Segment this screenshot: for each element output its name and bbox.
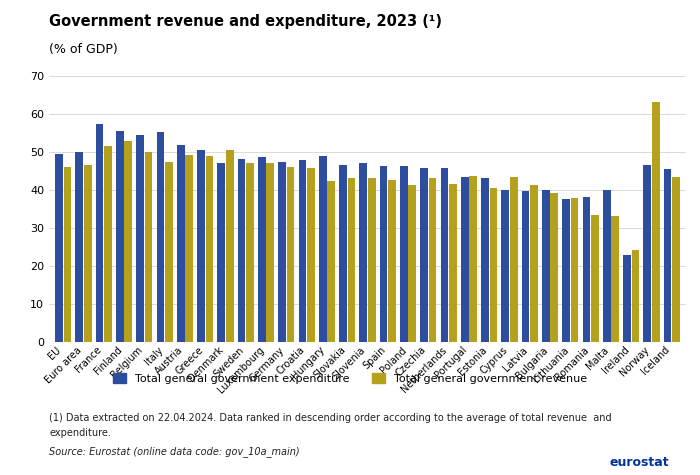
Bar: [550, 193, 558, 342]
Bar: [104, 146, 112, 342]
Bar: [420, 168, 428, 342]
Bar: [380, 166, 388, 342]
Bar: [623, 256, 631, 342]
Bar: [340, 165, 347, 342]
Bar: [218, 163, 225, 342]
Bar: [501, 190, 509, 342]
Bar: [76, 152, 83, 342]
Bar: [591, 215, 598, 342]
Bar: [319, 156, 327, 342]
Text: eurostat: eurostat: [609, 456, 668, 469]
Bar: [522, 191, 529, 342]
Bar: [299, 160, 307, 342]
Bar: [489, 188, 497, 342]
Bar: [530, 185, 538, 342]
Bar: [238, 159, 246, 342]
Bar: [258, 157, 266, 342]
Bar: [55, 154, 63, 342]
Bar: [125, 142, 132, 342]
Bar: [327, 181, 335, 342]
Bar: [116, 131, 124, 342]
Bar: [136, 135, 144, 342]
Bar: [603, 190, 610, 342]
Bar: [481, 178, 489, 342]
Bar: [177, 145, 185, 342]
Bar: [469, 176, 477, 342]
Bar: [672, 177, 680, 342]
Bar: [197, 151, 205, 342]
Bar: [631, 250, 639, 342]
Bar: [664, 169, 671, 342]
Bar: [226, 150, 234, 342]
Bar: [408, 185, 416, 342]
Bar: [279, 162, 286, 342]
Text: (% of GDP): (% of GDP): [49, 43, 118, 56]
Text: (1) Data extracted on 22.04.2024. Data ranked in descending order according to t: (1) Data extracted on 22.04.2024. Data r…: [49, 413, 612, 423]
Bar: [562, 199, 570, 342]
Bar: [157, 132, 164, 342]
Bar: [206, 156, 214, 342]
Bar: [165, 162, 173, 342]
Bar: [145, 152, 153, 342]
Bar: [582, 197, 590, 342]
Bar: [461, 177, 468, 342]
Bar: [611, 216, 619, 342]
Bar: [246, 163, 254, 342]
Bar: [440, 168, 448, 342]
Bar: [570, 199, 578, 342]
Bar: [542, 190, 550, 342]
Bar: [267, 163, 274, 342]
Bar: [347, 178, 355, 342]
Bar: [307, 168, 315, 342]
Bar: [186, 155, 193, 342]
Bar: [510, 177, 517, 342]
Bar: [96, 124, 104, 342]
Legend: Total general government expenditure, Total general government revenue: Total general government expenditure, To…: [108, 369, 592, 389]
Text: expenditure.: expenditure.: [49, 428, 111, 437]
Bar: [643, 164, 651, 342]
Bar: [287, 167, 295, 342]
Text: Source: Eurostat (online data code: gov_10a_main): Source: Eurostat (online data code: gov_…: [49, 446, 300, 457]
Bar: [84, 165, 92, 342]
Text: Government revenue and expenditure, 2023 (¹): Government revenue and expenditure, 2023…: [49, 14, 442, 29]
Bar: [368, 178, 375, 342]
Bar: [400, 166, 408, 342]
Bar: [428, 178, 436, 342]
Bar: [360, 163, 368, 342]
Bar: [449, 184, 456, 342]
Bar: [388, 180, 395, 342]
Bar: [652, 102, 659, 342]
Bar: [64, 167, 71, 342]
